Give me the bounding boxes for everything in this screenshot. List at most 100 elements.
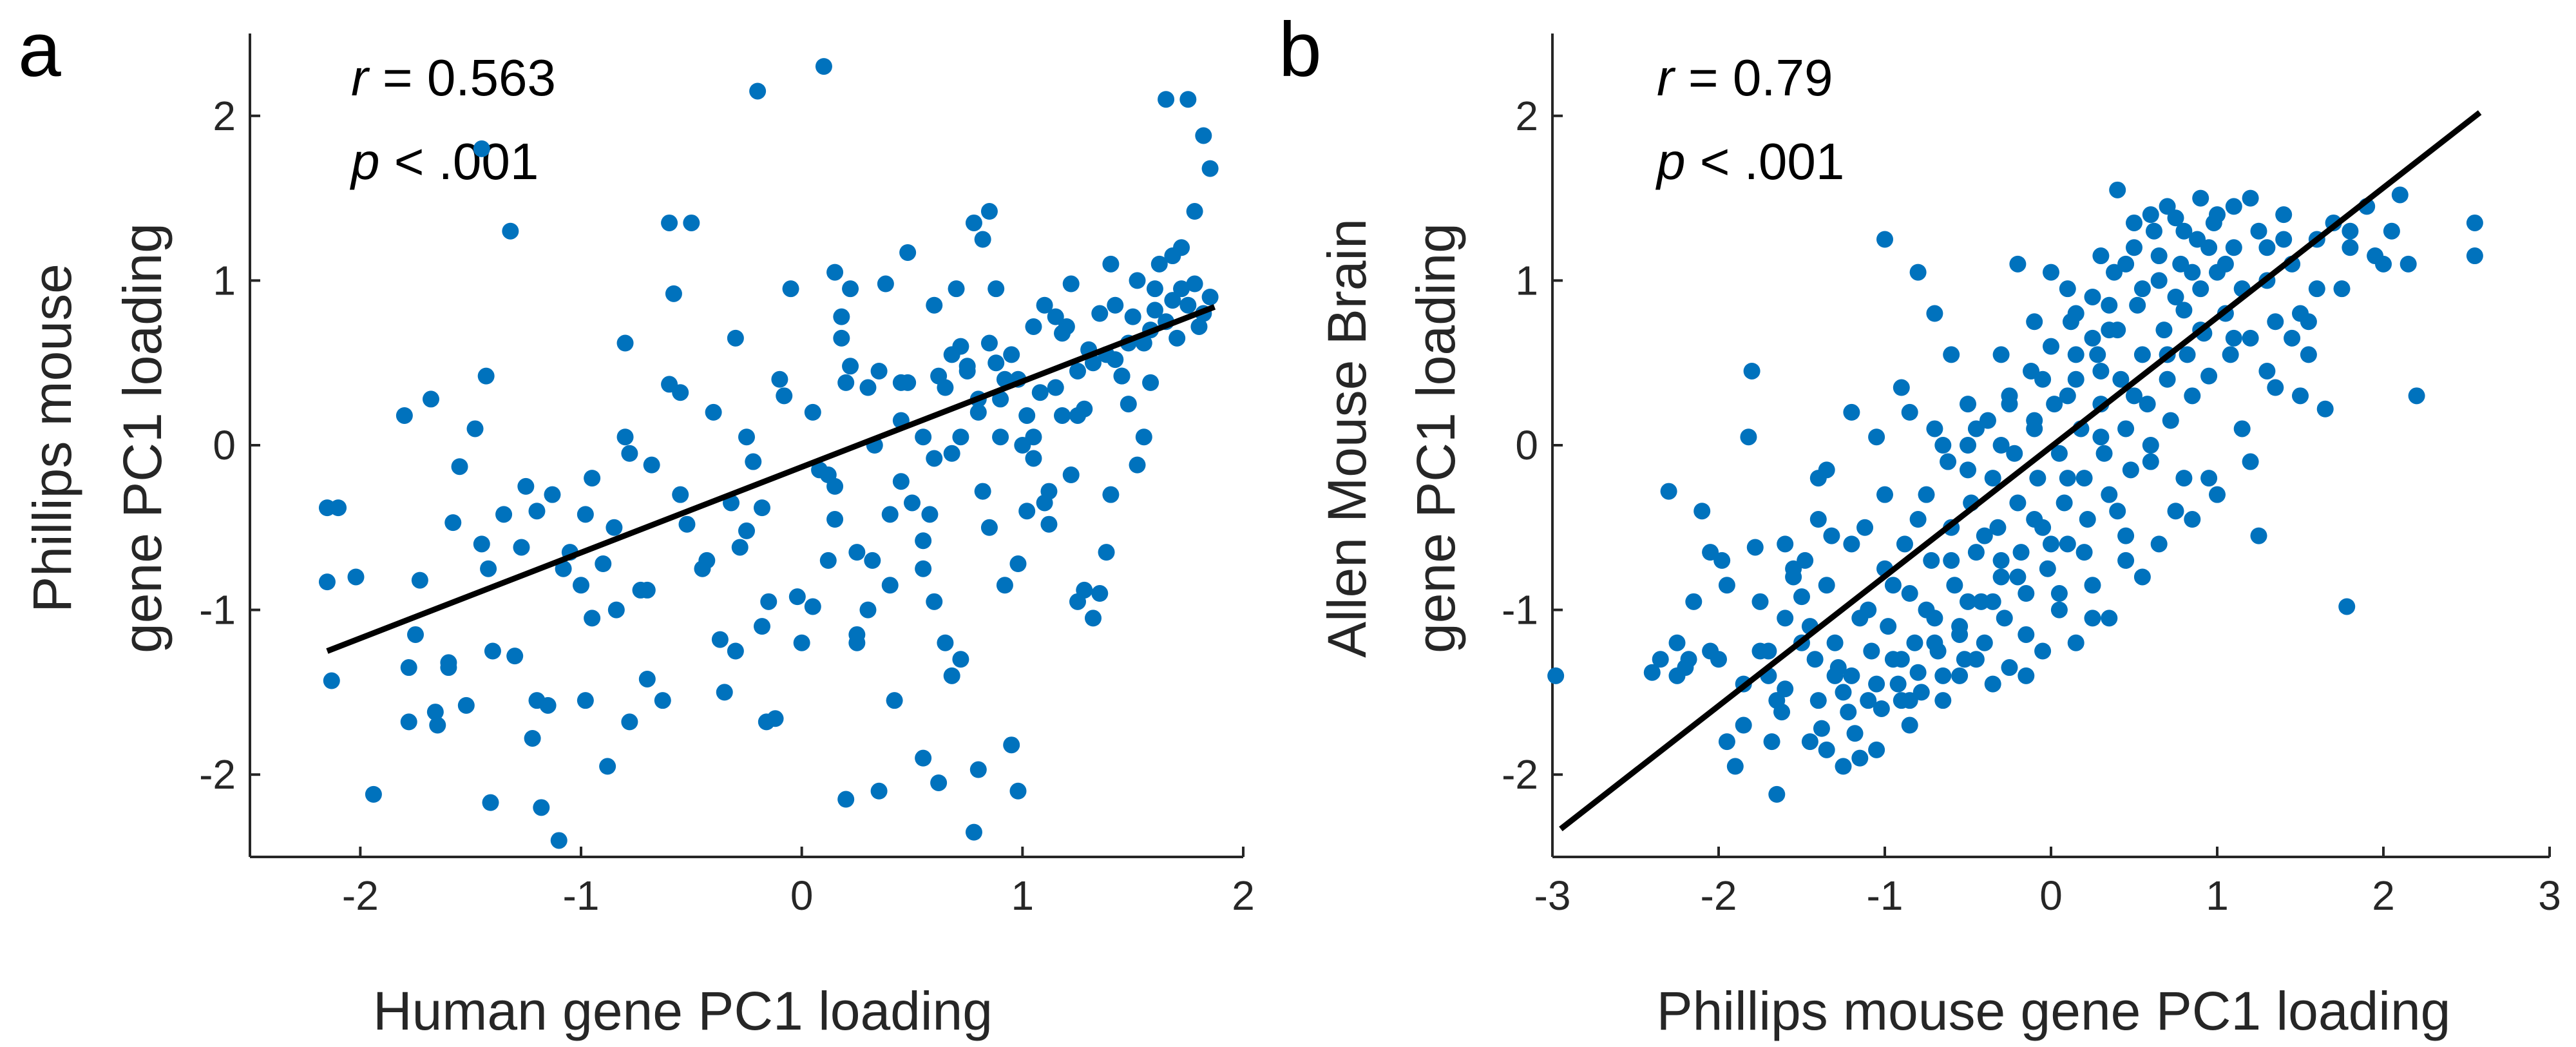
data-point-a <box>965 214 982 231</box>
data-point-b <box>2145 222 2162 240</box>
data-point-b <box>1967 420 1985 437</box>
data-point-b <box>1893 379 1910 396</box>
data-point-b <box>2029 470 2046 487</box>
data-point-a <box>965 823 982 841</box>
data-point-b <box>2242 329 2259 347</box>
data-point-b <box>1946 577 1963 594</box>
data-point-a <box>1107 351 1124 369</box>
data-point-b <box>1826 667 1844 684</box>
data-point-b <box>1735 716 1752 734</box>
data-point-a <box>544 486 561 503</box>
data-point-a <box>826 511 844 528</box>
data-point-a <box>1201 160 1219 177</box>
data-point-a <box>1040 515 1058 533</box>
data-point-b <box>1777 535 1794 553</box>
scatter-points-a <box>318 58 1219 849</box>
data-point-a <box>969 403 987 421</box>
data-point-b <box>2126 214 2142 231</box>
data-point-a <box>804 403 821 421</box>
data-point-b <box>2009 568 2027 586</box>
data-point-a <box>429 716 446 734</box>
data-point-b <box>1809 692 1827 709</box>
data-point-a <box>621 713 638 731</box>
data-point-a <box>330 499 347 517</box>
data-point-b <box>1818 741 1835 758</box>
data-point-a <box>948 280 965 298</box>
data-point-a <box>1003 736 1020 754</box>
data-point-a <box>451 458 468 475</box>
data-point-b <box>2012 544 2030 561</box>
x-axis-label-a: Human gene PC1 loading <box>373 981 993 1041</box>
data-point-a <box>1201 288 1219 305</box>
data-point-b <box>1740 428 1757 446</box>
data-point-a <box>1135 428 1152 446</box>
data-point-b <box>1992 552 2010 569</box>
data-point-b <box>2001 396 2018 413</box>
x-tick-label-b: 1 <box>2206 872 2229 919</box>
data-point-b <box>1876 486 1893 503</box>
data-point-b <box>1992 437 2010 454</box>
data-point-b <box>1718 577 1735 594</box>
data-point-a <box>495 506 513 523</box>
data-point-a <box>444 514 462 532</box>
data-point-b <box>2129 296 2146 314</box>
data-point-b <box>1680 651 1697 668</box>
data-point-b <box>2222 346 2239 363</box>
data-point-a <box>731 539 749 556</box>
data-point-a <box>899 244 917 261</box>
x-tick-label-b: 0 <box>2039 872 2063 919</box>
data-point-b <box>1951 626 1969 643</box>
data-point-b <box>1768 785 1786 803</box>
data-point-b <box>1860 692 1877 709</box>
data-point-b <box>1685 593 1703 610</box>
data-point-b <box>1943 552 1960 569</box>
x-tick-label-b: 3 <box>2538 872 2561 919</box>
data-point-b <box>2050 601 2068 619</box>
data-point-a <box>771 370 788 388</box>
data-point-b <box>2133 346 2151 363</box>
data-point-b <box>1979 412 1996 429</box>
x-tick-label-a: 2 <box>1232 872 1255 919</box>
data-point-b <box>1956 651 1973 668</box>
data-point-a <box>616 334 634 352</box>
data-point-b <box>2342 239 2359 256</box>
data-point-a <box>1047 308 1064 325</box>
data-point-b <box>2342 222 2359 240</box>
data-point-a <box>1084 610 1102 627</box>
data-point-b <box>1777 680 1794 698</box>
data-point-b <box>2391 186 2409 204</box>
data-point-a <box>930 774 948 791</box>
data-point-b <box>1960 396 1976 413</box>
data-point-a <box>665 285 682 302</box>
data-point-b <box>1743 362 1760 379</box>
data-point-b <box>2200 367 2218 385</box>
data-point-a <box>987 280 1005 298</box>
x-axis-label-b: Phillips mouse gene PC1 loading <box>1657 981 2451 1041</box>
data-point-b <box>1889 675 1907 693</box>
data-point-b <box>1793 588 1810 606</box>
data-point-a <box>400 659 417 677</box>
data-point-a <box>1186 275 1203 293</box>
data-point-a <box>683 214 700 231</box>
data-point-a <box>517 477 535 495</box>
data-point-b <box>2112 370 2130 388</box>
panel-label-b: b <box>1279 6 1322 93</box>
y-tick-label-b: 0 <box>1515 422 1538 468</box>
annotation-r-value-a: = 0.563 <box>368 49 556 106</box>
annotation-r-b: r = 0.79 <box>1657 49 1833 106</box>
data-point-b <box>1809 511 1827 528</box>
data-point-b <box>2117 255 2135 273</box>
annotation-p-value-a: < .001 <box>380 133 539 190</box>
data-point-b <box>2075 544 2093 561</box>
data-point-a <box>1003 346 1020 363</box>
data-point-a <box>422 390 439 408</box>
data-point-a <box>638 581 656 599</box>
data-point-b <box>2050 585 2068 602</box>
data-point-b <box>2142 206 2159 224</box>
data-point-a <box>992 428 1009 446</box>
data-point-a <box>1186 203 1203 220</box>
data-point-a <box>943 667 960 684</box>
data-point-a <box>595 555 612 573</box>
data-point-a <box>848 634 866 651</box>
